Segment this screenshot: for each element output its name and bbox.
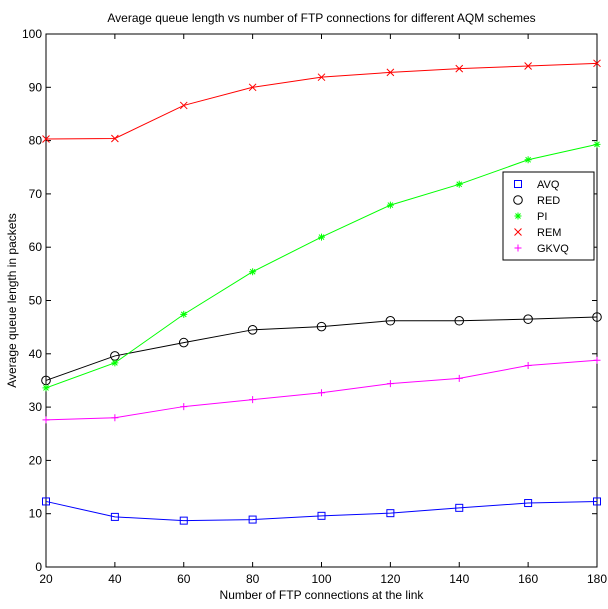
x-axis-title: Number of FTP connections at the link (220, 588, 425, 602)
x-tick-label: 120 (380, 572, 400, 586)
legend-marker-rem (514, 228, 522, 236)
legend-label: PI (537, 211, 547, 223)
data-point-gkvq (42, 416, 50, 424)
data-point-red (523, 314, 533, 324)
y-tick-label: 40 (29, 347, 43, 361)
y-tick-label: 90 (29, 80, 43, 94)
data-point-pi (318, 233, 325, 241)
data-point-avq (455, 503, 464, 512)
legend-item-avq: AVQ (514, 179, 560, 191)
data-point-rem (386, 68, 395, 77)
series-line-avq (45, 500, 598, 522)
series-gkvq (42, 356, 601, 424)
legend-marker-gkvq (514, 244, 522, 252)
data-point-gkvq (111, 414, 119, 422)
data-point-red (385, 315, 396, 326)
data-point-rem (593, 59, 601, 68)
series-pi (42, 140, 601, 392)
legend-item-pi: PI (514, 211, 547, 223)
data-point-red (178, 337, 189, 348)
data-point-red (247, 325, 258, 335)
series-layer (41, 59, 602, 525)
data-point-avq (317, 511, 326, 520)
series-line-rem (45, 62, 598, 140)
data-point-avq (42, 497, 50, 506)
data-point-red (592, 312, 602, 322)
data-point-red (316, 321, 327, 332)
legend-label: RED (537, 195, 560, 207)
data-point-avq (386, 509, 395, 518)
legend-marker-pi (514, 212, 522, 220)
data-point-avq (593, 497, 601, 506)
legend-item-gkvq: GKVQ (514, 243, 569, 255)
chart-title: Average queue length vs number of FTP co… (107, 11, 535, 25)
data-point-red (454, 315, 465, 326)
legend-marker-avq (514, 180, 522, 188)
data-point-pi (42, 384, 50, 392)
x-tick-label: 160 (518, 572, 538, 586)
data-point-rem (111, 134, 119, 143)
data-point-rem (248, 83, 257, 92)
series-rem (42, 59, 601, 143)
x-tick-label: 180 (587, 572, 607, 586)
data-point-rem (317, 73, 326, 82)
data-point-rem (179, 101, 188, 110)
x-tick-label: 60 (177, 572, 191, 586)
data-point-rem (42, 135, 50, 143)
data-point-avq (110, 512, 119, 521)
data-point-rem (455, 64, 464, 73)
data-point-rem (524, 62, 532, 70)
y-tick-label: 80 (29, 134, 43, 148)
data-point-pi (111, 359, 119, 367)
legend-label: AVQ (537, 179, 560, 191)
legend-label: REM (537, 227, 561, 239)
y-tick-label: 10 (29, 507, 43, 521)
data-point-pi (386, 201, 394, 209)
data-point-avq (179, 516, 188, 525)
data-point-gkvq (593, 356, 601, 364)
data-point-pi (524, 156, 532, 164)
data-point-pi (180, 310, 188, 318)
x-tick-label: 80 (246, 572, 260, 586)
data-point-gkvq (249, 396, 257, 404)
legend-label: GKVQ (537, 243, 569, 255)
legend-item-rem: REM (514, 227, 561, 239)
axes-layer: 20 40 60 80 100 120 140 160 180 0 10 20 30 40 50 60 70 80… (22, 27, 607, 586)
data-point-pi (249, 268, 257, 276)
legend-marker-red (513, 195, 523, 205)
data-point-pi (455, 180, 463, 188)
y-tick-label: 30 (29, 400, 43, 414)
y-tick-label: 100 (22, 27, 42, 41)
data-point-pi (593, 140, 601, 148)
data-point-avq (524, 499, 533, 508)
y-tick-label: 50 (29, 294, 43, 308)
data-point-gkvq (455, 374, 463, 382)
y-tick-label: 0 (35, 560, 42, 574)
y-axis-title: Average queue length in packets (5, 213, 19, 388)
data-point-gkvq (318, 389, 325, 397)
legend: AVQ RED PI REM GKVQ (502, 171, 595, 261)
y-tick-label: 60 (29, 240, 43, 254)
data-point-gkvq (386, 380, 394, 388)
data-point-gkvq (524, 362, 532, 370)
data-point-avq (248, 515, 257, 524)
x-tick-label: 20 (39, 572, 53, 586)
legend-item-red: RED (513, 195, 560, 207)
series-red (41, 312, 602, 386)
x-tick-label: 140 (449, 572, 469, 586)
y-tick-label: 20 (29, 453, 43, 467)
series-line-red (45, 316, 598, 381)
data-point-gkvq (180, 403, 188, 411)
x-tick-label: 100 (311, 572, 331, 586)
plot-frame (45, 33, 598, 568)
x-tick-label: 40 (108, 572, 122, 586)
series-avq (42, 497, 601, 525)
y-tick-label: 70 (29, 187, 43, 201)
